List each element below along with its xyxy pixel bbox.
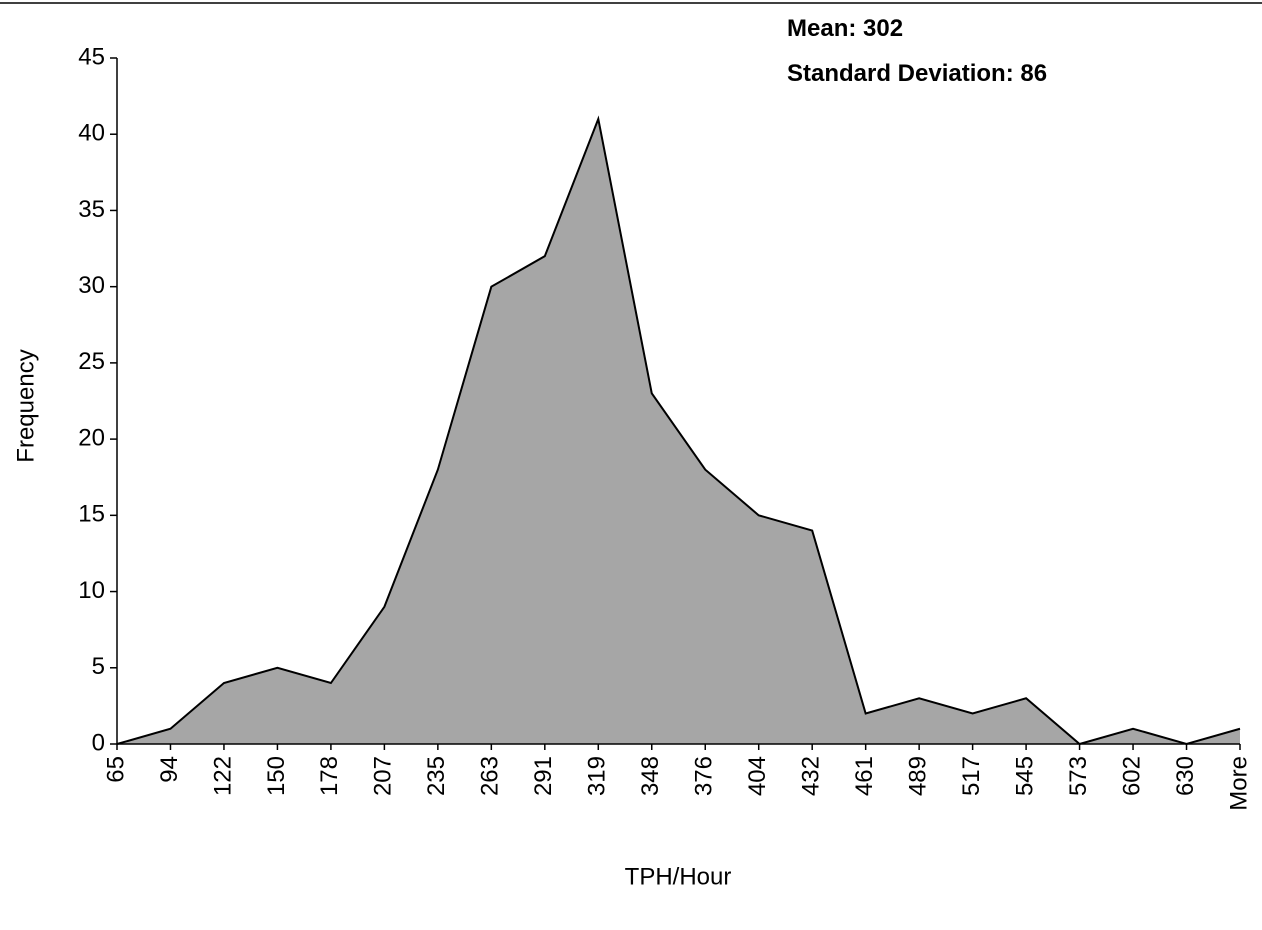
y-tick-label: 10: [78, 577, 105, 604]
x-tick-label: 376: [691, 756, 718, 796]
x-tick-label: 545: [1011, 756, 1038, 796]
x-tick-label: 207: [370, 756, 397, 796]
y-tick-label: 40: [78, 120, 105, 147]
x-tick-label: 263: [477, 756, 504, 796]
x-tick-label: 348: [637, 756, 664, 796]
x-tick-label: 122: [209, 756, 236, 796]
y-tick-label: 35: [78, 196, 105, 223]
y-tick-label: 45: [78, 43, 105, 70]
x-tick-label: 150: [263, 756, 290, 796]
y-tick-label: 5: [92, 653, 105, 680]
x-tick-label: 602: [1118, 756, 1145, 796]
annotation: Standard Deviation: 86: [787, 60, 1047, 87]
x-tick-label: 573: [1065, 756, 1092, 796]
y-axis-title: Frequency: [12, 349, 39, 462]
y-tick-label: 30: [78, 272, 105, 299]
x-tick-label: 178: [316, 756, 343, 796]
area-outline: [116, 115, 1241, 746]
x-tick-label: More: [1225, 756, 1252, 811]
x-tick-label: 517: [958, 756, 985, 796]
x-axis-title: TPH/Hour: [625, 863, 732, 890]
y-tick-label: 0: [92, 729, 105, 756]
x-tick-label: 94: [156, 756, 183, 783]
x-tick-label: 432: [798, 756, 825, 796]
x-tick-label: 235: [423, 756, 450, 796]
x-tick-label: 630: [1172, 756, 1199, 796]
x-tick-label: 489: [904, 756, 931, 796]
x-tick-label: 291: [530, 756, 557, 796]
x-tick-label: 319: [584, 756, 611, 796]
x-tick-label: 65: [102, 756, 129, 783]
y-tick-label: 15: [78, 501, 105, 528]
x-tick-label: 404: [744, 756, 771, 796]
y-tick-label: 20: [78, 424, 105, 451]
x-tick-label: 461: [851, 756, 878, 796]
annotation: Mean: 302: [787, 15, 903, 42]
y-tick-label: 25: [78, 348, 105, 375]
